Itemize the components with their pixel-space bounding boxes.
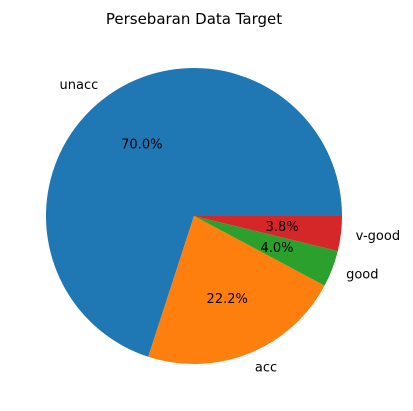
slice-percent-acc: 22.2% <box>207 292 248 307</box>
pie-percent-labels: 70.0% 22.2% 4.0% 3.8% <box>121 138 299 307</box>
slice-label-v-good: v-good <box>356 229 400 244</box>
pie-labels: unacc acc good v-good <box>60 78 401 376</box>
slice-percent-good: 4.0% <box>260 241 293 256</box>
pie-slice-unacc <box>45 68 342 357</box>
pie-slices <box>45 68 342 364</box>
slice-percent-unacc: 70.0% <box>121 138 162 153</box>
slice-percent-v-good: 3.8% <box>266 220 299 235</box>
chart-title: Persebaran Data Target <box>106 10 282 28</box>
slice-label-good: good <box>346 268 378 283</box>
pie-slice-good <box>194 216 338 286</box>
slice-label-unacc: unacc <box>60 78 99 93</box>
pie-slice-v-good <box>194 216 342 252</box>
slice-label-acc: acc <box>255 360 277 375</box>
pie-slice-acc <box>148 216 325 364</box>
